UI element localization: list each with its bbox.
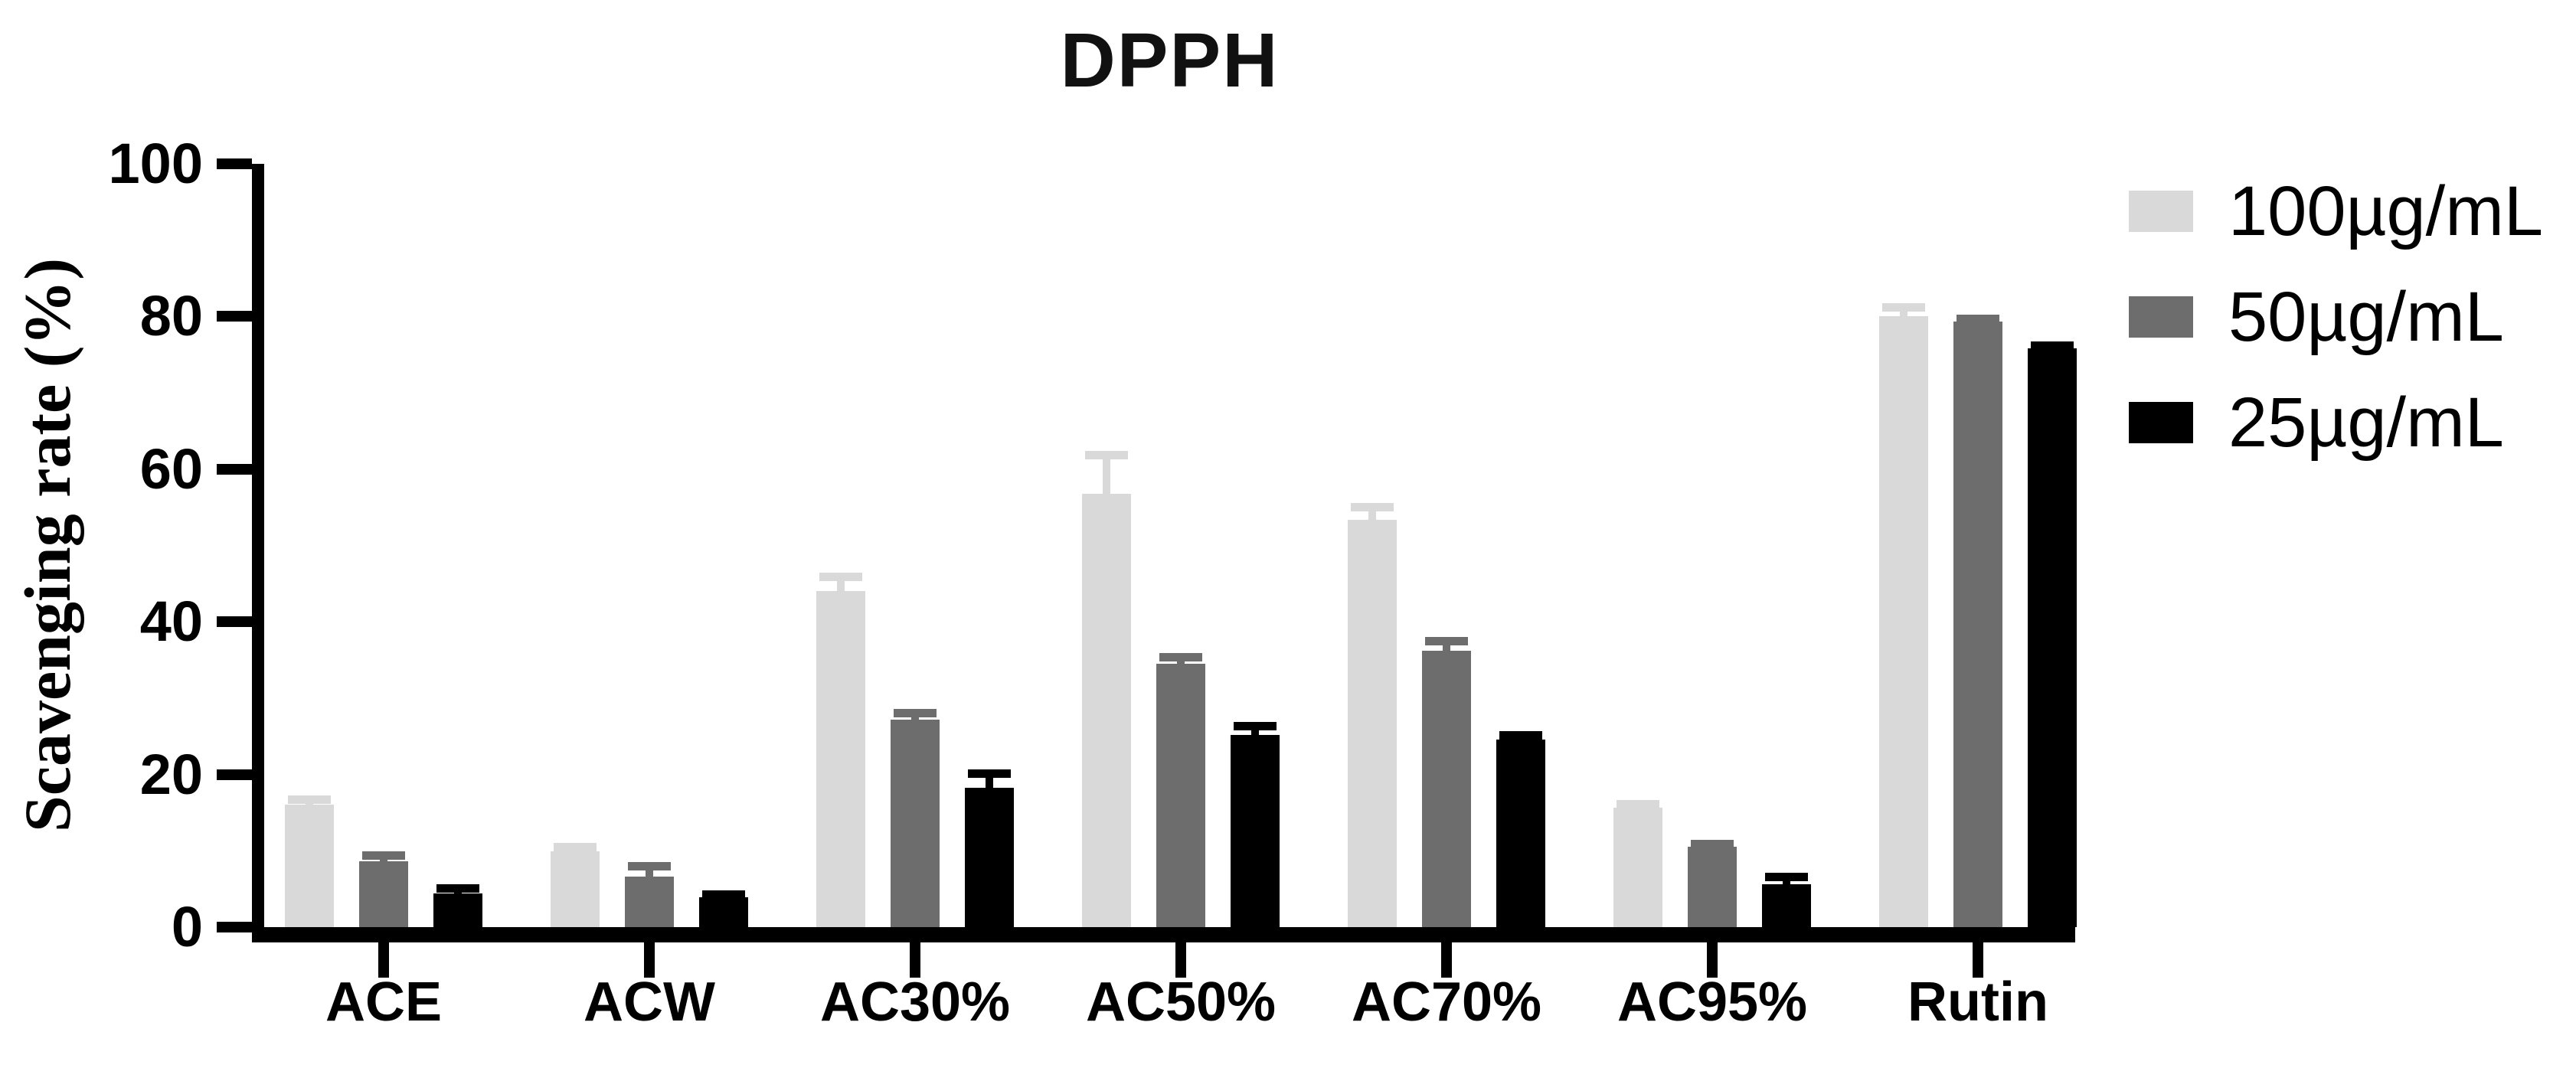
x-axis-tick	[1441, 942, 1452, 978]
error-bar-stem	[1517, 735, 1525, 755]
x-category-label: ACW	[584, 972, 715, 1033]
bar-ACE-100µg/mL	[285, 805, 334, 927]
error-bar-cap	[1351, 503, 1394, 512]
bar-AC50%-100µg/mL	[1082, 493, 1131, 927]
error-bar-stem	[571, 847, 579, 867]
x-axis-tick	[378, 942, 389, 978]
legend-item: 50µg/mL	[2129, 282, 2543, 352]
y-axis-tick	[217, 311, 252, 322]
y-tick-label: 80	[139, 284, 203, 348]
x-category-label: Rutin	[1907, 972, 2048, 1033]
y-tick-label: 100	[108, 132, 203, 195]
bar-AC70%-50µg/mL	[1422, 651, 1471, 927]
error-bar-cap	[1617, 799, 1659, 808]
bar-Rutin-100µg/mL	[1879, 316, 1928, 927]
x-axis-tick	[1973, 942, 1983, 978]
x-axis-tick	[1175, 942, 1186, 978]
error-bar-cap	[1882, 302, 1925, 312]
y-axis-title: Scavenging rate (%)	[11, 258, 84, 832]
legend-item: 25µg/mL	[2129, 387, 2543, 458]
bar-AC70%-100µg/mL	[1348, 519, 1397, 927]
error-bar-stem	[1708, 844, 1716, 863]
bar-AC30%-50µg/mL	[891, 719, 940, 927]
legend-swatch	[2129, 296, 2193, 338]
error-bar-cap	[2031, 341, 2074, 350]
bar-AC70%-25µg/mL	[1496, 739, 1545, 927]
legend-label: 50µg/mL	[2228, 278, 2504, 356]
error-bar-cap	[1234, 722, 1277, 731]
chart-title: DPPH	[1060, 18, 1280, 103]
error-bar-cap	[554, 842, 597, 851]
error-bar-stem	[1634, 804, 1642, 824]
bar-AC50%-50µg/mL	[1156, 664, 1205, 927]
error-bar-cap	[702, 890, 745, 899]
bar-Rutin-25µg/mL	[2028, 348, 2077, 927]
error-bar-cap	[1691, 839, 1734, 848]
x-category-label: AC30%	[819, 972, 1011, 1033]
y-axis-tick	[217, 922, 252, 932]
bar-AC50%-25µg/mL	[1231, 734, 1280, 927]
error-bar-stem	[1900, 307, 1907, 332]
y-tick-label: 0	[171, 895, 203, 959]
error-bar-cap	[362, 851, 405, 860]
error-bar-stem	[454, 888, 462, 910]
y-axis-tick	[217, 158, 252, 169]
x-axis-tick	[644, 942, 655, 978]
legend: 100µg/mL 50µg/mL 25µg/mL	[2129, 176, 2543, 508]
bar-Rutin-50µg/mL	[1953, 322, 2002, 927]
error-bar-stem	[1368, 507, 1376, 535]
error-bar-stem	[306, 799, 313, 821]
legend-swatch	[2129, 191, 2193, 232]
error-bar-stem	[1783, 877, 1790, 900]
error-bar-stem	[720, 894, 727, 913]
y-tick-label: 20	[139, 742, 203, 806]
legend-label: 25µg/mL	[2228, 384, 2504, 462]
bar-AC95%-100µg/mL	[1613, 808, 1662, 927]
error-bar-cap	[1425, 636, 1468, 645]
x-category-label: AC70%	[1351, 972, 1542, 1033]
error-bar-cap	[1957, 314, 1999, 323]
error-bar-cap	[1159, 652, 1202, 661]
y-tick-label: 60	[139, 436, 203, 501]
plot-area: 0 20 40 60 80 100 ACE ACW AC30% AC50% AC70% AC95% Ru…	[109, 136, 2077, 1030]
error-bar-cap	[1499, 731, 1542, 740]
error-bar-stem	[911, 713, 919, 735]
x-axis-tick	[1707, 942, 1718, 978]
error-bar-cap	[288, 795, 331, 805]
error-bar-stem	[1251, 726, 1259, 750]
error-bar-cap	[968, 769, 1011, 779]
x-category-label: AC95%	[1617, 972, 1808, 1033]
x-category-label: AC50%	[1085, 972, 1277, 1033]
error-bar-cap	[628, 861, 671, 870]
bar-AC30%-100µg/mL	[816, 591, 865, 927]
error-bar-stem	[380, 855, 387, 877]
y-tick-label: 40	[139, 589, 203, 654]
y-axis-tick	[217, 769, 252, 780]
error-bar-cap	[436, 883, 479, 893]
error-bar-stem	[1177, 657, 1185, 680]
error-bar-stem	[837, 576, 845, 607]
error-bar-stem	[2048, 345, 2056, 364]
x-category-label: ACE	[325, 972, 443, 1033]
error-bar-stem	[1443, 641, 1450, 667]
error-bar-stem	[1103, 455, 1110, 509]
error-bar-stem	[1974, 318, 1982, 338]
error-bar-stem	[646, 866, 653, 893]
y-axis-tick	[217, 463, 252, 475]
legend-item: 100µg/mL	[2129, 176, 2543, 247]
y-axis-tick	[217, 616, 252, 628]
legend-label: 100µg/mL	[2228, 172, 2544, 250]
error-bar-cap	[1085, 451, 1128, 460]
error-bar-cap	[819, 572, 862, 581]
error-bar-cap	[894, 709, 937, 718]
error-bar-cap	[1765, 872, 1808, 881]
error-bar-stem	[986, 773, 993, 803]
x-axis-tick	[910, 942, 920, 978]
bar-AC30%-25µg/mL	[965, 787, 1014, 927]
legend-swatch	[2129, 402, 2193, 443]
